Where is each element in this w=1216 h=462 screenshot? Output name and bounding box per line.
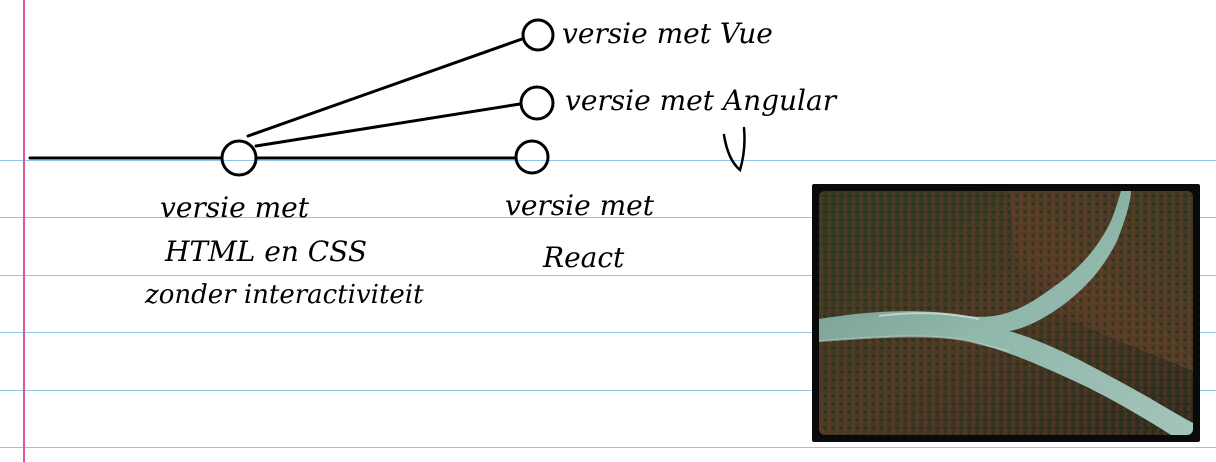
node-angular-label: versie met Angular [565,84,837,117]
node-vue-label: versie met Vue [562,17,773,50]
river-bank [819,335,1010,352]
ruled-line [0,447,1216,448]
node-react-label-line2: React [543,241,625,274]
node-vue[interactable] [521,18,555,52]
node-angular[interactable] [519,85,555,121]
node-html-css[interactable] [220,139,258,177]
angular-checkmark [722,126,746,173]
ruled-line [0,217,1216,218]
ruled-line [0,390,1216,391]
ruled-line [0,160,1216,161]
node-html-css-label-line2: HTML en CSS [165,235,368,268]
margin-line [23,0,25,462]
edge-html-to-vue [246,37,524,138]
node-react-label-line1: versie met [505,189,654,222]
aerial-river-photo [819,191,1193,435]
node-html-css-label-line1: versie met [160,191,309,224]
river-rapids [878,312,980,320]
photo-frame [812,184,1200,442]
river [819,191,1193,435]
node-react[interactable] [514,139,550,175]
ruled-line [0,275,1216,276]
ruled-line [0,332,1216,333]
node-html-css-label-line3: zonder interactiviteit [145,280,424,310]
river-landscape-image [819,191,1193,435]
edge-html-to-angular [254,102,522,148]
